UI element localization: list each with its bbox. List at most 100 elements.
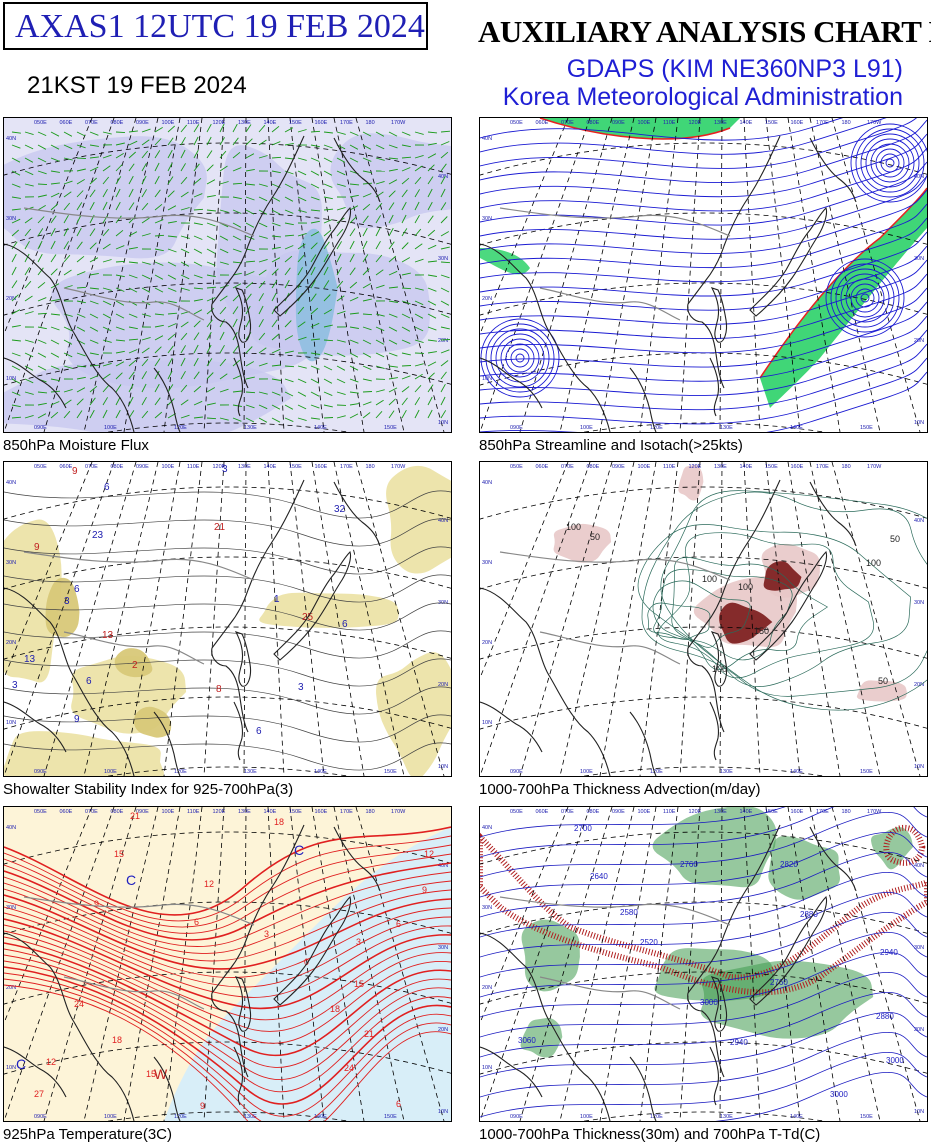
wind-vector [11, 391, 21, 396]
lon-label-top: 120E [213, 464, 226, 470]
wind-vector [102, 409, 108, 419]
wind-vector [232, 196, 242, 200]
ssi-contour [4, 490, 451, 519]
wind-vector [440, 326, 450, 330]
lon-label-bottom: 150E [860, 769, 873, 775]
lon-label-bottom: 100E [104, 769, 117, 775]
wind-vector [271, 364, 281, 367]
wind-vector [440, 274, 450, 279]
lon-label-bottom: 090E [34, 425, 47, 431]
wind-vector [245, 124, 252, 133]
streamline [480, 119, 927, 184]
thickness-contour [480, 832, 927, 898]
wind-vector [310, 170, 320, 176]
lon-label-bottom: 100E [104, 1114, 117, 1120]
wind-vector [167, 333, 176, 341]
wind-vector [245, 361, 255, 367]
wind-vector [388, 410, 395, 419]
lon-label-top: 160E [791, 464, 804, 470]
wind-vector [258, 305, 264, 315]
cyclonic-circulation [855, 288, 875, 308]
wind-vector [414, 373, 423, 380]
wind-vector [362, 401, 372, 406]
wind-vector [440, 313, 450, 319]
wind-vector [63, 269, 72, 276]
meridian-line [311, 118, 365, 432]
lon-label-top: 080E [111, 464, 124, 470]
wind-vector [427, 326, 437, 331]
lon-label-top: 100E [162, 809, 175, 815]
wind-vector [154, 383, 160, 393]
ssi-contour [4, 630, 451, 659]
isotherm [4, 984, 451, 1121]
wind-vector [154, 346, 162, 354]
wind-vector [401, 189, 408, 198]
lon-label-bottom: 090E [510, 425, 523, 431]
wind-vector [336, 365, 346, 371]
lon-label-top: 140E [264, 120, 277, 126]
isotherm [4, 871, 451, 947]
ssi-contour [4, 714, 451, 743]
wind-vector [76, 365, 87, 368]
wind-vector [219, 319, 225, 328]
isotherm [4, 912, 451, 998]
wind-vector [440, 371, 447, 380]
wind-vector [141, 358, 149, 367]
lon-label-top: 110E [187, 120, 200, 126]
lat-label-left: 40N [482, 136, 492, 142]
wind-vector [128, 313, 138, 318]
wind-vector [76, 179, 85, 185]
lon-label-top: 130E [238, 120, 251, 126]
wind-vector [24, 378, 34, 384]
wind-vector [245, 222, 255, 228]
wind-vector [427, 229, 436, 237]
wind-vector [141, 396, 147, 406]
wind-vector [115, 339, 126, 342]
thickness-contour [480, 1052, 927, 1118]
wind-vector [388, 190, 396, 198]
moist-area [521, 919, 580, 992]
lon-label-bottom: 150E [384, 425, 397, 431]
wind-vector [414, 300, 424, 306]
wind-vector [128, 188, 134, 198]
wind-vector [375, 284, 385, 289]
wind-vector [349, 365, 359, 371]
wind-vector [401, 228, 408, 237]
isotherm-value-label: 24 [344, 1063, 354, 1073]
wind-vector [349, 312, 359, 315]
wind-vector [76, 313, 86, 318]
wind-vector [310, 307, 319, 315]
isotherm-value-label: 9 [94, 899, 99, 909]
wind-vector [102, 215, 108, 224]
wind-vector [102, 373, 111, 380]
wind-vector [414, 409, 420, 419]
wind-vector [362, 170, 372, 174]
parallel-line [480, 212, 927, 246]
wind-vector [37, 170, 47, 175]
wind-vector [206, 331, 212, 341]
coastline-0 [4, 243, 135, 432]
advection-contour [652, 580, 751, 648]
isotherm [4, 942, 451, 1056]
wind-vector [206, 222, 216, 227]
meridian-line [311, 807, 365, 1121]
wind-vector [349, 157, 359, 163]
wind-vector [349, 194, 359, 198]
lon-label-top: 090E [612, 464, 625, 470]
thickness-value-label: 3060 [518, 1036, 536, 1045]
wind-vector [167, 125, 176, 133]
wind-vector [427, 244, 437, 250]
wind-vector [219, 248, 229, 254]
wind-vector [401, 156, 412, 159]
wind-vector [154, 324, 164, 328]
coastline-1 [211, 479, 305, 733]
wind-vector [24, 144, 34, 150]
wind-vector [323, 280, 330, 289]
wind-vector [414, 165, 423, 172]
wind-vector [232, 222, 242, 228]
meridian-line [123, 118, 181, 432]
parallel-line [4, 486, 451, 520]
wind-vector [414, 189, 420, 198]
wind-vector [427, 372, 435, 380]
wind-vector [375, 131, 385, 137]
